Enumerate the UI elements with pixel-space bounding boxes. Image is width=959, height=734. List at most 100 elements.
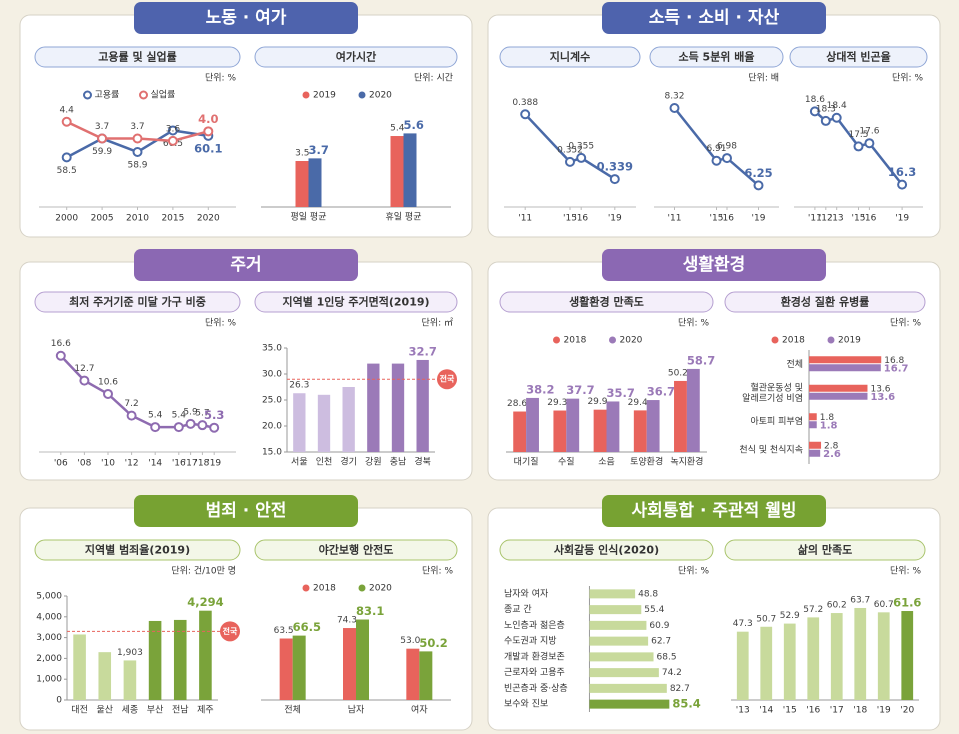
bar	[783, 623, 796, 700]
y-tick-label: 25.0	[262, 396, 282, 406]
chart-title-box	[34, 46, 241, 68]
bar	[589, 620, 647, 630]
legend-marker	[83, 90, 92, 100]
point	[753, 180, 764, 191]
value-label: 55.4	[644, 605, 664, 615]
value-label: 13.6	[870, 392, 895, 403]
section-tab	[602, 2, 826, 34]
bar	[901, 611, 914, 700]
reference-badge	[437, 369, 457, 390]
x-tick-label: 2005	[91, 214, 114, 224]
bar	[526, 397, 539, 452]
x-tick-label: '19	[608, 214, 622, 224]
y-tick-label: 35.0	[262, 344, 282, 354]
x-tick-label: '19	[877, 706, 891, 716]
bar	[809, 413, 817, 421]
x-tick-label: 녹지환경	[670, 456, 703, 468]
chart-title-box	[499, 46, 641, 68]
value-label: 18.6	[805, 95, 825, 105]
value-label: 60.9	[649, 621, 669, 631]
chart-title: 여가시간	[336, 50, 376, 64]
x-tick-label: '19	[752, 214, 766, 224]
unit-label: 단위: ㎡	[422, 318, 453, 329]
value-label: 29.9	[587, 397, 607, 407]
value-label: 5.4	[148, 411, 163, 421]
x-tick-label: 2020	[197, 214, 220, 224]
unit-label: 단위: 건/10만 명	[171, 566, 236, 577]
bar	[674, 380, 687, 452]
value-label: 58.7	[687, 353, 715, 367]
x-tick-label: 2010	[126, 214, 149, 224]
y-tick-label: 1,000	[36, 675, 62, 685]
x-tick-label: '15	[852, 214, 866, 224]
value-label: 61.6	[893, 596, 921, 610]
y-tick-label: 20.0	[262, 422, 282, 432]
value-label: 59.9	[92, 147, 112, 157]
chart-title: 야간보행 안전도	[319, 543, 394, 557]
point	[831, 112, 842, 123]
point	[209, 422, 220, 433]
x-tick-label: 수질	[558, 456, 575, 468]
unit-label: 단위: 시간	[414, 73, 453, 84]
value-label: 50.7	[756, 614, 776, 624]
bar	[633, 410, 647, 452]
x-tick-label: '19	[895, 214, 909, 224]
bar	[279, 638, 293, 700]
point	[185, 418, 196, 429]
bar	[356, 619, 369, 700]
bar	[646, 400, 660, 452]
point	[55, 350, 66, 361]
bar	[809, 441, 822, 449]
bar	[589, 683, 667, 693]
bar	[760, 626, 773, 700]
value-label: 48.8	[638, 589, 658, 599]
x-tick-label: 충남	[390, 457, 407, 468]
bar	[553, 410, 567, 452]
value-label: 3.7	[309, 143, 329, 157]
bar	[809, 449, 821, 457]
value-label: 85.4	[672, 697, 700, 711]
point	[864, 138, 875, 149]
value-label: 3.7	[95, 122, 109, 132]
legend-label: 2020	[369, 91, 392, 101]
value-label: 83.1	[356, 604, 384, 618]
section-title: 생활환경	[683, 254, 746, 275]
y-tick-label: 4,000	[36, 612, 62, 622]
value-label: 5.4	[390, 124, 405, 134]
y-tick-label: 0	[56, 696, 62, 706]
bar	[148, 620, 162, 700]
x-tick-label: '16	[574, 214, 588, 224]
chart-title: 고용률 및 실업률	[98, 50, 177, 64]
legend-label: 실업률	[151, 90, 176, 101]
section-tab	[134, 2, 358, 34]
section-title: 주거	[230, 255, 261, 275]
section-tab	[134, 249, 358, 281]
value-label: 36.7	[647, 385, 675, 399]
unit-label: 단위: %	[678, 566, 709, 577]
value-label: 2.8	[824, 441, 839, 451]
x-tick-label: '11	[668, 214, 682, 224]
legend-label: 2020	[369, 584, 392, 594]
bar	[854, 607, 867, 700]
bar	[513, 411, 527, 452]
bar	[606, 401, 620, 452]
point	[61, 152, 72, 163]
section-title: 노동 · 여가	[206, 8, 287, 28]
bar	[736, 631, 749, 700]
value-label: 58.9	[127, 160, 147, 170]
point	[61, 116, 72, 127]
section-title: 범죄 · 안전	[206, 501, 287, 521]
unit-label: 단위: %	[205, 318, 236, 329]
x-tick-label: '15	[563, 214, 577, 224]
x-tick-label: '17	[184, 459, 198, 469]
value-label: 57.2	[803, 605, 823, 615]
unit-label: 단위: %	[205, 73, 236, 84]
bar	[877, 612, 890, 700]
bar	[809, 356, 882, 364]
x-tick-label: 제주	[197, 705, 214, 716]
x-tick-label: '08	[77, 459, 91, 469]
value-label: 16.8	[884, 356, 904, 366]
bar	[292, 635, 306, 700]
legend-label: 2018	[313, 584, 336, 594]
